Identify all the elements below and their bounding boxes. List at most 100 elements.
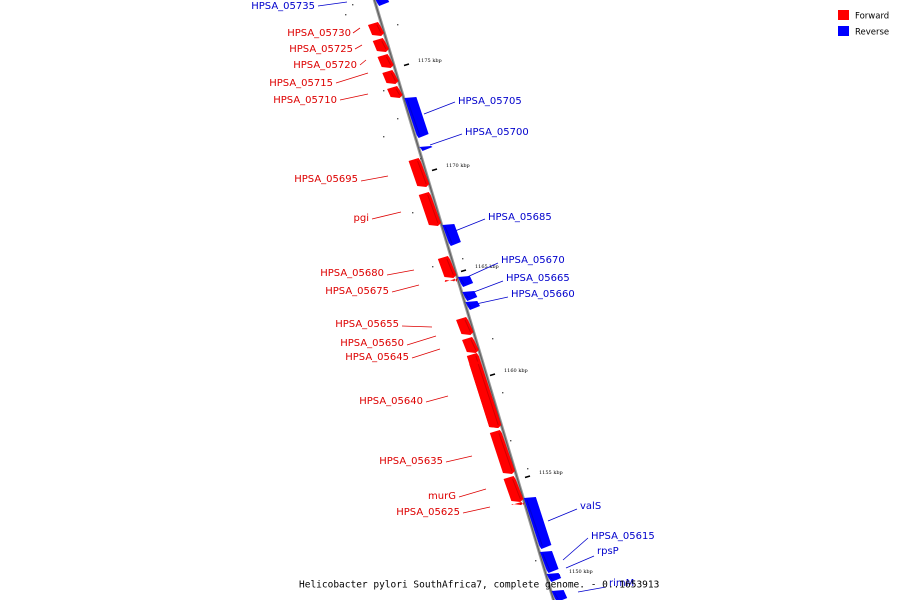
gene-label-hpsa_05635: HPSA_05635 <box>379 456 443 467</box>
gene-label-pgi: pgi <box>354 213 369 224</box>
leader-line <box>386 269 415 276</box>
scale-tick-label: 1165 kbp <box>475 264 499 270</box>
scale-tick-label: 1160 kbp <box>504 368 528 374</box>
leader-line <box>462 506 491 514</box>
gene-label-hpsa_05720: HPSA_05720 <box>293 60 357 71</box>
gene-bar-hpsa_05730 <box>367 22 385 36</box>
gene-bar-hpsa_05615 <box>539 551 559 573</box>
leader-line <box>565 555 595 569</box>
leader-line <box>352 27 361 34</box>
backbone-dot <box>510 440 512 442</box>
gene-bar-shade <box>464 319 471 333</box>
gene-bar-hpsa_05705 <box>404 97 429 138</box>
gene-bar-shade <box>453 277 455 283</box>
gene-bar-shade <box>395 88 401 96</box>
gene-label-hpsa_05655: HPSA_05655 <box>335 319 399 330</box>
gene-label-hpsa_05700: HPSA_05700 <box>465 127 529 138</box>
legend-reverse-swatch <box>838 26 849 36</box>
backbone-dot <box>527 468 529 470</box>
gene-bar-shade <box>417 160 427 185</box>
backbone-dot <box>502 392 504 394</box>
backbone-dot <box>420 158 422 160</box>
leader-line <box>317 1 348 7</box>
leader-line <box>445 455 473 463</box>
scale-tick-mark <box>489 373 496 377</box>
gene-bar-shade <box>381 40 387 50</box>
gene-label-hpsa_05640: HPSA_05640 <box>359 396 423 407</box>
gene-bar-hpsa_05735 <box>375 0 390 6</box>
gene-bar-hpsa_05665 <box>462 291 478 301</box>
gene-label-rimM: rimM <box>609 578 634 589</box>
backbone-dot <box>383 136 385 138</box>
backbone-dot <box>432 266 434 268</box>
backbone-dot <box>462 258 464 260</box>
gene-label-hpsa_05645: HPSA_05645 <box>345 352 409 363</box>
gene-bar-pgi <box>418 192 441 226</box>
gene-bar-shade <box>446 258 454 276</box>
gene-label-hpsa_05625: HPSA_05625 <box>396 507 460 518</box>
backbone-dot <box>535 560 537 562</box>
leader-line <box>391 284 420 293</box>
backbone-dot <box>492 338 494 340</box>
gene-bar-hpsa_05680 <box>437 256 457 278</box>
backbone-dot <box>383 90 385 92</box>
gene-label-rpsP: rpsP <box>597 546 619 557</box>
gene-bar-hpsa_05715 <box>382 70 399 84</box>
leader-line <box>339 93 369 101</box>
gene-bar-hpsa_05650 <box>462 337 479 353</box>
gene-label-hpsa_05735: HPSA_05735 <box>251 1 315 12</box>
gene-bar-shade <box>406 99 421 136</box>
gene-bar-shade <box>386 56 392 66</box>
leader-line <box>335 72 369 84</box>
leader-line <box>458 488 487 498</box>
gene-bar-hpsa_05640 <box>469 361 502 428</box>
scale-tick-label: 1150 kbp <box>569 569 593 575</box>
scale-tick-mark <box>524 475 531 479</box>
gene-label-hpsa_05615: HPSA_05615 <box>591 531 655 542</box>
leader-line <box>475 296 509 305</box>
leader-line <box>371 211 402 220</box>
gene-bar-shade <box>467 303 472 308</box>
gene-bar-shade <box>554 592 559 600</box>
backbone-dot <box>345 14 347 16</box>
gene-label-hpsa_05685: HPSA_05685 <box>488 212 552 223</box>
gene-bar-hpsa_05725 <box>372 38 389 52</box>
legend-reverse-label: Reverse <box>855 28 889 38</box>
gene-bar-rpsP <box>546 573 562 582</box>
gene-bar-shade <box>512 478 521 500</box>
gene-bar-shade <box>519 501 522 506</box>
gene-label-hpsa_05665: HPSA_05665 <box>506 273 570 284</box>
backbone-dot <box>397 24 399 26</box>
leader-line <box>562 537 589 561</box>
gene-bar-hpsa_05625 <box>511 502 525 505</box>
scale-tick-mark <box>431 168 438 172</box>
gene-label-hpsa_05715: HPSA_05715 <box>269 78 333 89</box>
gene-label-hpsa_05695: HPSA_05695 <box>294 174 358 185</box>
gene-bar-shade <box>498 432 513 472</box>
gene-bar-hpsa_05720 <box>377 54 394 68</box>
leader-line <box>464 262 499 279</box>
gene-bar-valS <box>523 497 552 549</box>
legend: Forward Reverse <box>838 10 889 38</box>
leader-line <box>360 175 389 182</box>
leader-line <box>473 280 504 293</box>
gene-label-hpsa_05705: HPSA_05705 <box>458 96 522 107</box>
gene-bar-hpsa_05675 <box>444 278 458 282</box>
gene-label-hpsa_05680: HPSA_05680 <box>320 268 384 279</box>
gene-bar-shade <box>526 499 543 547</box>
leader-line <box>359 59 367 66</box>
leader-line <box>547 508 578 522</box>
leader-lines <box>317 1 607 593</box>
gene-bar-shade <box>542 553 551 571</box>
scale-tick-mark <box>460 269 467 273</box>
gene-bar-shade <box>477 363 499 426</box>
leader-line <box>423 101 456 115</box>
gene-label-hpsa_05730: HPSA_05730 <box>287 28 351 39</box>
leader-line <box>411 348 441 359</box>
backbone-dot <box>352 4 354 6</box>
scale-tick-label: 1155 kbp <box>539 470 563 476</box>
gene-bar-hpsa_05685 <box>442 224 461 246</box>
gene-label-hpsa_05710: HPSA_05710 <box>273 95 337 106</box>
gene-label-hpsa_05650: HPSA_05650 <box>340 338 404 349</box>
